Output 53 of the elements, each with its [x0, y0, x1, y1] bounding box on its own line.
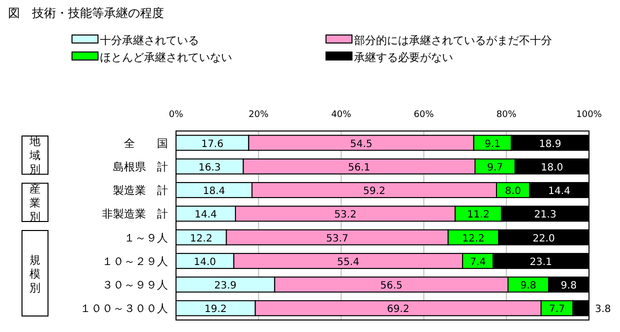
data-label: 11.2: [467, 210, 490, 221]
data-label: 14.4: [548, 186, 570, 198]
x-tick-label: 40%: [331, 110, 352, 120]
data-label: 3.8: [595, 304, 611, 316]
data-label: 14.0: [194, 256, 216, 268]
data-label: 9.1: [484, 138, 501, 150]
data-label: 7.4: [470, 256, 486, 268]
data-label: 7.7: [549, 304, 565, 316]
y-tick-label: 島根県 計: [113, 160, 168, 174]
chart-title: 図 技術・技能等承継の程度: [8, 6, 164, 20]
data-label: 56.1: [348, 162, 370, 174]
data-label: 16.3: [198, 162, 221, 174]
x-tick-label: 100%: [576, 110, 602, 120]
legend-label: 十分承継されている: [100, 34, 199, 47]
y-tick-label: １０～２９人: [102, 254, 168, 268]
data-label: 53.7: [326, 233, 348, 244]
x-tick-label: 0%: [168, 110, 184, 120]
data-label: 14.4: [194, 210, 217, 221]
data-label: 9.8: [560, 280, 577, 292]
data-label: 56.5: [380, 280, 403, 292]
data-label: 53.2: [334, 210, 356, 221]
x-tick-label: 20%: [248, 110, 270, 120]
data-label: 9.7: [487, 162, 503, 174]
text: 地域別: [28, 135, 40, 176]
y-tick-label: １００～３００人: [80, 302, 168, 316]
legend-label: 承継する必要がない: [354, 51, 453, 64]
data-label: 17.6: [201, 138, 224, 150]
data-label: 23.1: [530, 256, 552, 268]
y-tick-label: １～９人: [124, 231, 168, 244]
data-label: 12.2: [190, 233, 212, 244]
data-label: 18.4: [202, 186, 226, 198]
data-label: 59.2: [363, 186, 386, 198]
x-tick-label: 80%: [496, 110, 517, 120]
y-tick-label: 全 国: [124, 136, 168, 150]
data-label: 8.0: [505, 186, 521, 198]
data-label: 12.2: [462, 233, 484, 244]
data-label: 18.9: [539, 138, 562, 150]
data-label: 55.4: [337, 256, 360, 268]
data-label: 18.0: [540, 162, 564, 174]
y-tick-label: 製造業 計: [113, 184, 168, 198]
data-label: 23.9: [214, 280, 236, 292]
data-label: 54.5: [350, 138, 372, 150]
data-label: 19.2: [204, 304, 227, 316]
x-tick-label: 60%: [414, 110, 434, 120]
data-label: 9.8: [520, 280, 536, 292]
data-label: 69.2: [387, 304, 410, 316]
text: 規模別: [30, 253, 40, 294]
data-label: 22.0: [532, 233, 555, 244]
y-tick-label: ３０～９９人: [102, 278, 168, 292]
legend-label: ほとんど承継されていない: [100, 51, 232, 64]
y-tick-label: 非製造業 計: [102, 208, 168, 221]
legend-label: 部分的には承継されているがまだ不十分: [354, 34, 552, 47]
data-label: 21.3: [534, 210, 556, 221]
